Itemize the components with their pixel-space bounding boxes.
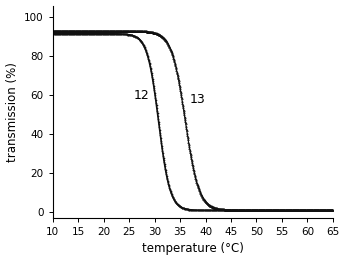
Text: 12: 12 [134,89,150,102]
Y-axis label: transmission (%): transmission (%) [6,62,19,162]
Text: 13: 13 [190,93,206,105]
X-axis label: temperature (°C): temperature (°C) [142,242,244,256]
